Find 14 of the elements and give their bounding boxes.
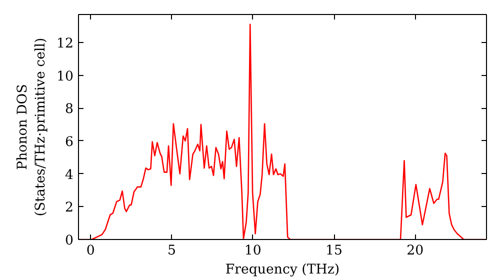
x-tick-label: 10 bbox=[244, 244, 262, 258]
x-axis-title: Frequency (THz) bbox=[225, 262, 340, 278]
y-tick-label: 4 bbox=[65, 168, 74, 183]
y-tick-label: 8 bbox=[65, 102, 74, 118]
x-tick-label: 0 bbox=[86, 244, 95, 258]
x-tick-label: 20 bbox=[406, 244, 424, 258]
y-tick-label: 2 bbox=[65, 200, 74, 216]
x-tick-label: 15 bbox=[326, 244, 342, 258]
y-axis-title: Phonon DOS (States/THz·primitive cell) bbox=[16, 38, 49, 216]
x-tick-label: 5 bbox=[168, 244, 176, 258]
y-tick-label: 0 bbox=[65, 234, 74, 248]
y-tick-label: 6 bbox=[65, 134, 74, 150]
y-tick-label: 10 bbox=[56, 69, 74, 84]
y-tick-label: 12 bbox=[56, 36, 74, 52]
